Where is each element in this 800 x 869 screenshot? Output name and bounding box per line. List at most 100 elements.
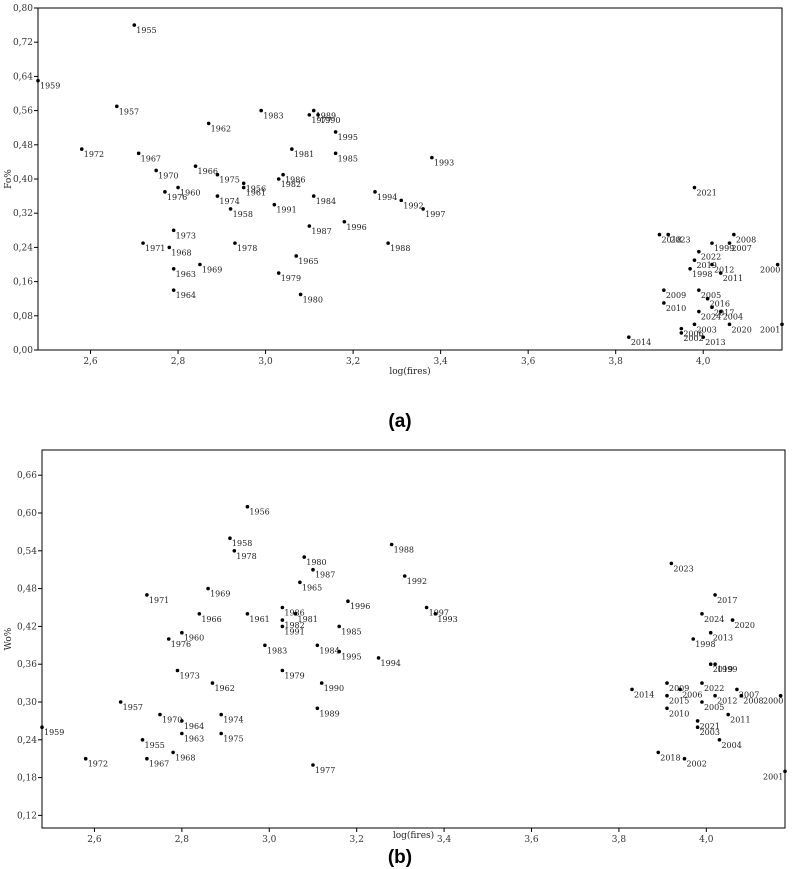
data-point xyxy=(337,649,342,654)
data-point xyxy=(695,725,700,729)
data-point xyxy=(140,738,145,742)
data-point xyxy=(293,612,298,616)
data-point-label: 1982 xyxy=(281,180,301,189)
data-point xyxy=(171,750,175,755)
data-point xyxy=(386,241,390,245)
data-point-label: 2024 xyxy=(704,615,724,624)
data-point xyxy=(678,687,682,692)
data-point-label: 1974 xyxy=(223,716,243,725)
data-point xyxy=(708,630,713,635)
y-tick-label: 0,32 xyxy=(13,209,33,219)
data-point xyxy=(311,108,316,113)
data-point xyxy=(316,113,320,117)
data-point xyxy=(726,712,730,717)
y-tick-label: 0,80 xyxy=(13,4,33,14)
data-point-label: 1972 xyxy=(88,760,108,769)
data-point-label: 1967 xyxy=(141,154,161,163)
data-point-label: 1994 xyxy=(377,193,397,202)
data-point xyxy=(713,593,717,597)
data-point xyxy=(171,228,176,233)
data-point xyxy=(132,23,137,27)
data-point-label: 1990 xyxy=(324,684,344,693)
data-point-label: 2004 xyxy=(723,313,743,322)
data-point-label: 1975 xyxy=(223,735,243,744)
data-point xyxy=(679,331,684,335)
data-point-label: 2005 xyxy=(701,291,721,300)
data-point xyxy=(36,78,40,83)
data-point xyxy=(79,147,84,151)
data-point xyxy=(233,241,237,245)
data-point xyxy=(679,326,684,331)
data-point xyxy=(280,618,285,622)
data-point-label: 1990 xyxy=(320,116,340,125)
data-point xyxy=(241,185,246,190)
data-point xyxy=(662,288,666,292)
data-point-label: 1957 xyxy=(119,107,139,116)
data-point xyxy=(701,335,706,339)
x-tick-label: 4,0 xyxy=(699,835,714,845)
data-point-label: 1981 xyxy=(297,615,317,624)
data-point xyxy=(389,542,394,547)
data-point-label: 1999 xyxy=(717,665,737,674)
data-point xyxy=(700,700,704,704)
data-point-label: 1993 xyxy=(437,615,457,624)
data-point-label: 2018 xyxy=(660,753,680,762)
data-point-label: 2016 xyxy=(710,300,730,309)
data-point xyxy=(228,207,233,211)
data-point xyxy=(215,194,220,198)
data-point xyxy=(219,731,223,736)
data-point xyxy=(697,288,701,292)
data-point xyxy=(665,681,669,685)
data-point-label: 1985 xyxy=(341,627,361,636)
data-point-label: 2011 xyxy=(730,716,750,725)
data-point xyxy=(281,172,285,177)
data-point xyxy=(180,630,184,635)
data-point-label: 1955 xyxy=(136,26,156,35)
data-point-label: 1987 xyxy=(311,227,331,236)
data-point-label: 1985 xyxy=(338,154,358,163)
x-tick-label: 3,4 xyxy=(437,835,452,845)
data-point xyxy=(692,258,697,263)
data-point xyxy=(337,624,342,629)
data-point xyxy=(219,712,223,717)
data-point xyxy=(311,763,315,767)
data-point xyxy=(713,693,717,698)
data-point-label: 1995 xyxy=(341,653,361,662)
data-point xyxy=(783,769,787,774)
data-point-label: 1984 xyxy=(316,197,336,206)
data-point-label: 1960 xyxy=(184,634,204,643)
data-point xyxy=(171,288,176,292)
data-point-label: 2019 xyxy=(713,665,733,674)
data-point xyxy=(727,322,732,327)
data-point-label: 2020 xyxy=(735,621,755,630)
data-point-label: 1967 xyxy=(149,760,169,769)
y-tick-label: 0,56 xyxy=(13,107,33,117)
data-point xyxy=(424,605,429,610)
data-point-label: 1992 xyxy=(407,577,427,586)
data-point-label: 1976 xyxy=(167,193,187,202)
data-point-label: 1994 xyxy=(381,659,401,668)
data-point-label: 1984 xyxy=(319,646,339,655)
x-tick-label: 3,2 xyxy=(350,835,364,845)
data-point-label: 1962 xyxy=(211,124,231,133)
data-point-label: 1964 xyxy=(184,722,204,731)
data-point xyxy=(241,181,246,186)
data-point-label: 1987 xyxy=(315,571,335,580)
data-point xyxy=(215,172,220,177)
data-point-label: 1955 xyxy=(145,741,165,750)
data-point xyxy=(402,574,407,578)
data-point xyxy=(662,301,666,305)
data-point xyxy=(399,198,404,203)
data-point-label: 2013 xyxy=(705,338,725,347)
data-point-label: 2021 xyxy=(696,189,716,198)
data-point-label: 2002 xyxy=(686,760,706,769)
data-point xyxy=(302,555,307,559)
plot-frame xyxy=(41,449,786,829)
data-point-label: 1957 xyxy=(123,703,143,712)
data-point-label: 2004 xyxy=(721,741,741,750)
data-point-label: 2018 xyxy=(661,236,681,245)
data-point-label: 1959 xyxy=(44,728,64,737)
x-tick-label: 2,8 xyxy=(175,835,190,845)
data-point-label: 1989 xyxy=(319,709,339,718)
data-point-label: 1988 xyxy=(394,546,414,555)
